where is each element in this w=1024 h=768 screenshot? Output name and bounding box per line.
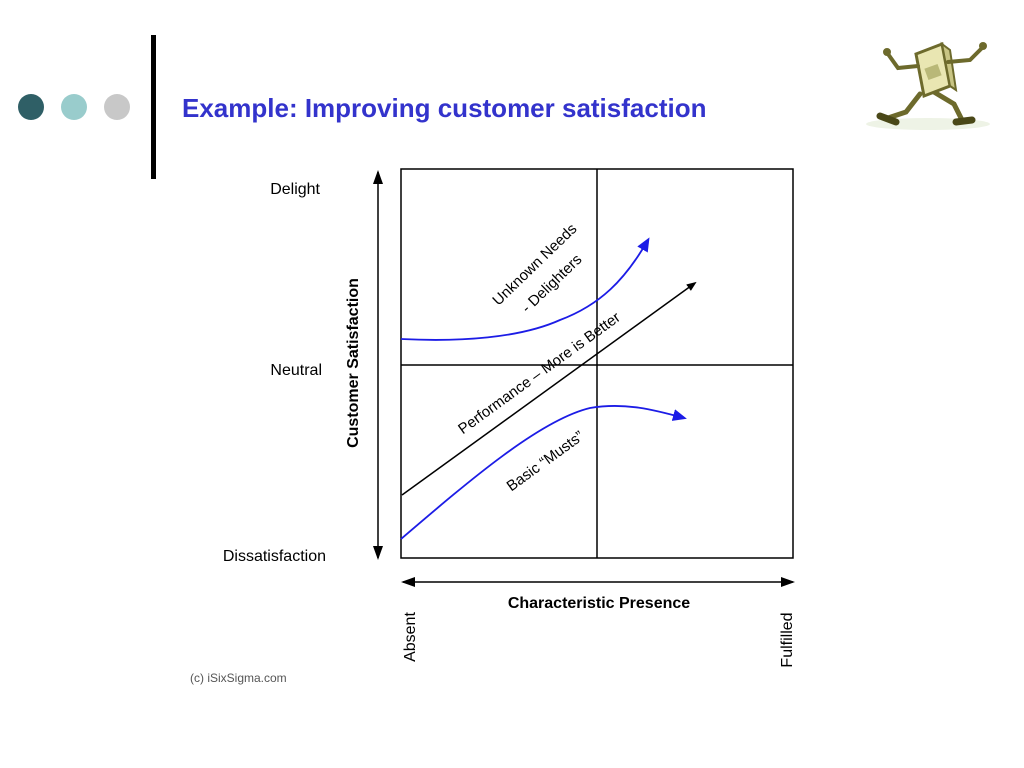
x-axis-title: Characteristic Presence [508, 595, 690, 612]
performance-line [401, 281, 697, 496]
x-end-fulfilled: Fulfilled [779, 612, 796, 667]
x-axis-arrowhead-right [781, 577, 795, 587]
y-level-dissatisfaction: Dissatisfaction [223, 548, 326, 565]
x-axis-arrowhead-left [401, 577, 415, 587]
y-level-delight: Delight [270, 181, 320, 198]
slide-title: Example: Improving customer satisfaction [182, 93, 707, 123]
running-computer-icon [866, 41, 990, 130]
decor-dot-gray [104, 94, 130, 120]
delighters-curve [400, 237, 650, 341]
title-divider [151, 35, 156, 179]
copyright-text: (c) iSixSigma.com [190, 671, 287, 685]
x-end-absent: Absent [402, 612, 419, 662]
basic-musts-curve [400, 405, 687, 540]
y-axis-arrowhead-top [373, 170, 383, 184]
basic-musts-label: Basic “Musts” [504, 428, 587, 495]
y-axis-arrowhead-bottom [373, 546, 383, 560]
y-level-neutral: Neutral [270, 362, 322, 379]
decor-dot-dark [18, 94, 44, 120]
decor-dot-teal [61, 94, 87, 120]
y-axis-title: Customer Satisfaction [345, 278, 362, 448]
